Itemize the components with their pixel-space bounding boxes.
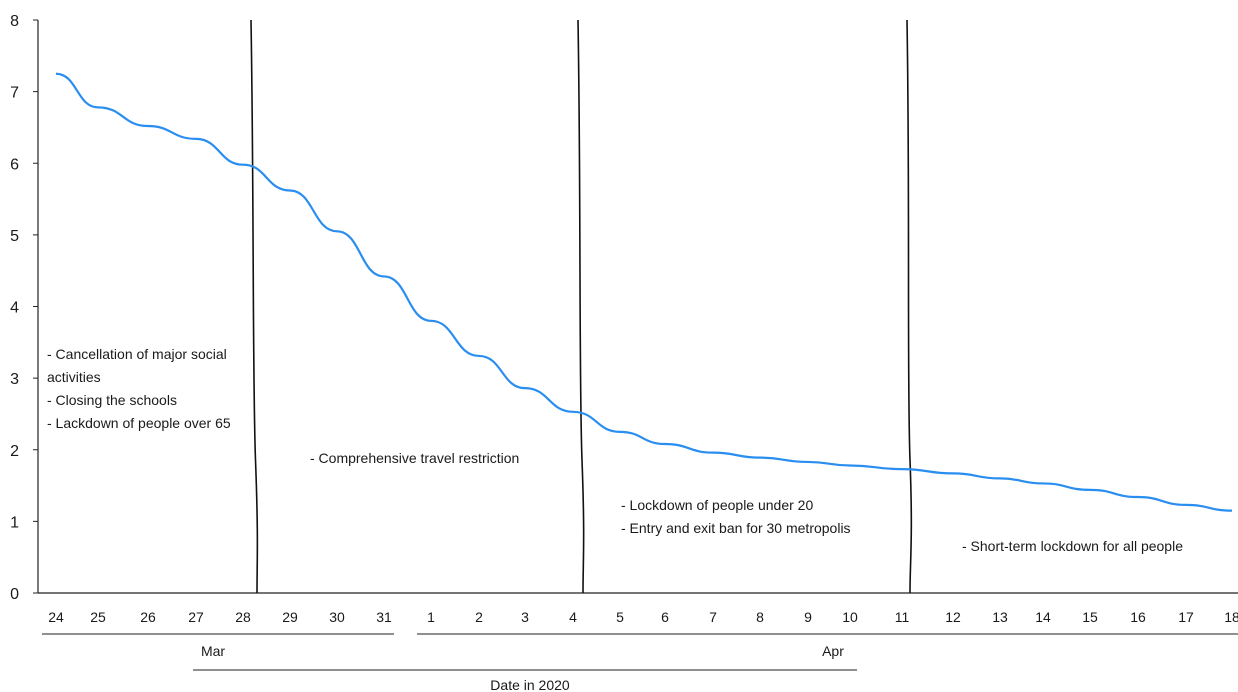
x-tick-label: 18 [1224,609,1238,625]
x-tick-label: 28 [235,609,251,625]
month-label-apr: Apr [822,643,844,659]
x-tick-label: 11 [895,609,910,625]
intervention-line-11 [906,19,913,594]
x-tick-label: 8 [756,609,764,625]
y-tick-label: 4 [10,300,19,317]
x-tick-label: 30 [329,609,345,625]
annotation-text: - Entry and exit ban for 30 metropolis [621,520,851,536]
x-tick-label: 12 [945,609,961,625]
x-tick-label: 7 [709,609,717,625]
x-tick-label: 5 [616,609,624,625]
month-label-mar: Mar [201,643,225,659]
series-layer [55,72,1233,512]
x-tick-label: 4 [569,609,577,625]
y-tick-label: 6 [10,156,19,173]
annotation-text: - Cancellation of major social [47,346,227,362]
x-tick-label: 2 [475,609,483,625]
intervention-line-4 [577,19,585,594]
x-tick-label: 16 [1130,609,1146,625]
y-tick-label: 8 [10,13,19,30]
annotations: - Cancellation of major social activitie… [47,346,1183,554]
x-tick-label: 14 [1035,609,1051,625]
annotation-text: - Lackdown of people over 65 [47,415,231,431]
x-tick-label: 13 [992,609,1008,625]
x-tick-label: 17 [1178,609,1194,625]
x-tick-label: 1 [427,609,435,625]
annotation-text: - Short-term lockdown for all people [962,538,1183,554]
x-tick-label: 15 [1082,609,1098,625]
x-tick-label: 29 [282,609,298,625]
month-groups: Mar Apr [42,633,1238,671]
y-tick-label: 1 [10,514,19,531]
y-tick-label: 2 [10,443,19,460]
x-tick-label: 3 [521,609,529,625]
y-tick-label: 3 [10,371,19,388]
annotation-text: - Closing the schools [47,392,177,408]
x-axis-ticks: 24 25 26 27 28 29 30 31 1 2 3 4 5 6 7 8 9 10 11 12 13 14 15 16 1… [48,609,1238,625]
x-tick-label: 6 [661,609,669,625]
x-tick-label: 9 [804,609,812,625]
x-tick-label: 31 [376,609,392,625]
y-tick-label: 5 [10,228,19,245]
annotation-text: - Lockdown of people under 20 [621,497,813,513]
x-tick-label: 25 [90,609,106,625]
x-tick-label: 24 [48,609,64,625]
y-tick-label: 7 [10,85,19,102]
annotation-text: - Comprehensive travel restriction [310,450,519,466]
annotation-text: activities [47,369,101,385]
x-tick-label: 27 [188,609,204,625]
series-line [55,72,1233,512]
intervention-line-28 [250,19,259,594]
x-axis-label: Date in 2020 [490,677,570,692]
x-tick-label: 26 [140,609,156,625]
y-tick-label: 0 [10,586,19,603]
x-tick-label: 10 [842,609,858,625]
y-axis-ticks: 0 1 2 3 4 5 6 7 8 [10,13,38,603]
